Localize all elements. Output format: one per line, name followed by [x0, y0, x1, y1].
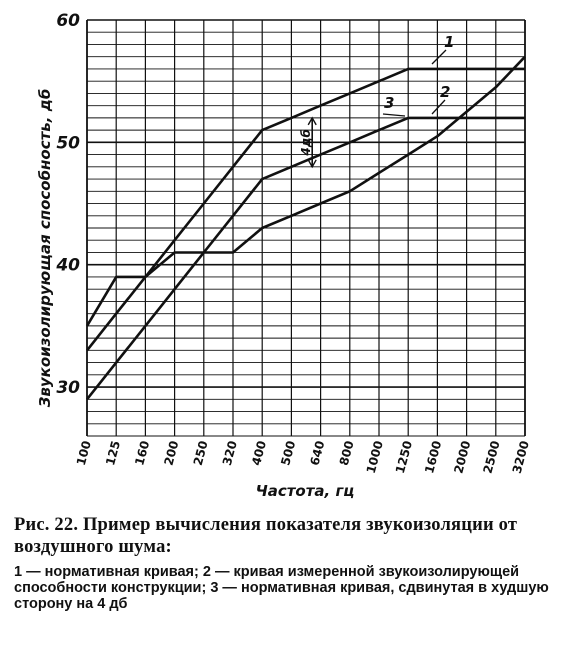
x-tick-label: 2500	[481, 439, 503, 475]
x-tick-label: 800	[337, 439, 357, 467]
x-tick-label: 2000	[451, 439, 473, 475]
curve-label-leader	[431, 49, 447, 65]
y-tick-label: 50	[56, 133, 80, 153]
x-tick-label: 125	[103, 439, 123, 467]
chart-grid	[86, 19, 526, 437]
shift-arrow-down	[307, 159, 317, 169]
curve-labels: 1 2 3 4дб	[299, 33, 454, 169]
x-tick-label: 320	[220, 439, 240, 467]
series-line-1	[85, 67, 525, 352]
y-tick-label: 40	[55, 256, 80, 276]
x-tick-label: 1250	[393, 439, 415, 475]
tick-labels: 30 40 50 60 100 125 160 200 250 320 400 500 640 800 10…	[55, 11, 532, 475]
chart: 30 40 50 60 100 125 160 200 250 320 400 500 640 800 10…	[36, 11, 532, 500]
series-lines	[85, 55, 526, 401]
curve-label-1: 1	[444, 33, 454, 51]
x-tick-label: 400	[249, 439, 269, 467]
shift-arrow-up	[307, 116, 317, 126]
curve-label-leader	[431, 99, 446, 115]
series-line-2	[85, 55, 526, 327]
x-tick-label: 250	[191, 439, 211, 467]
x-tick-label: 1600	[422, 439, 444, 475]
series-line-3	[85, 116, 525, 401]
x-tick-label: 3200	[510, 439, 532, 475]
x-tick-label: 100	[74, 439, 94, 467]
curve-label-3: 3	[384, 94, 394, 112]
x-tick-label: 640	[307, 439, 327, 467]
curve-label-2: 2	[440, 83, 450, 101]
caption-legend-text: 1 — нормативная кривая; 2 — кривая измер…	[14, 564, 549, 612]
x-axis-label: Частота, гц	[256, 482, 355, 500]
x-tick-label: 200	[161, 439, 181, 467]
shift-label: 4дб	[299, 129, 313, 156]
y-axis-label: Звукоизолирующая способность, дб	[36, 89, 54, 408]
curve-label-leader	[382, 113, 406, 117]
caption-title: Рис. 22. Пример вычисления показателя зв…	[14, 515, 518, 557]
y-tick-label: 30	[56, 378, 80, 398]
figure-caption: Рис. 22. Пример вычисления показателя зв…	[14, 514, 554, 612]
x-tick-label: 500	[278, 439, 298, 467]
x-tick-label: 160	[132, 439, 152, 467]
x-tick-label: 1000	[364, 439, 386, 475]
y-tick-label: 60	[56, 11, 80, 31]
